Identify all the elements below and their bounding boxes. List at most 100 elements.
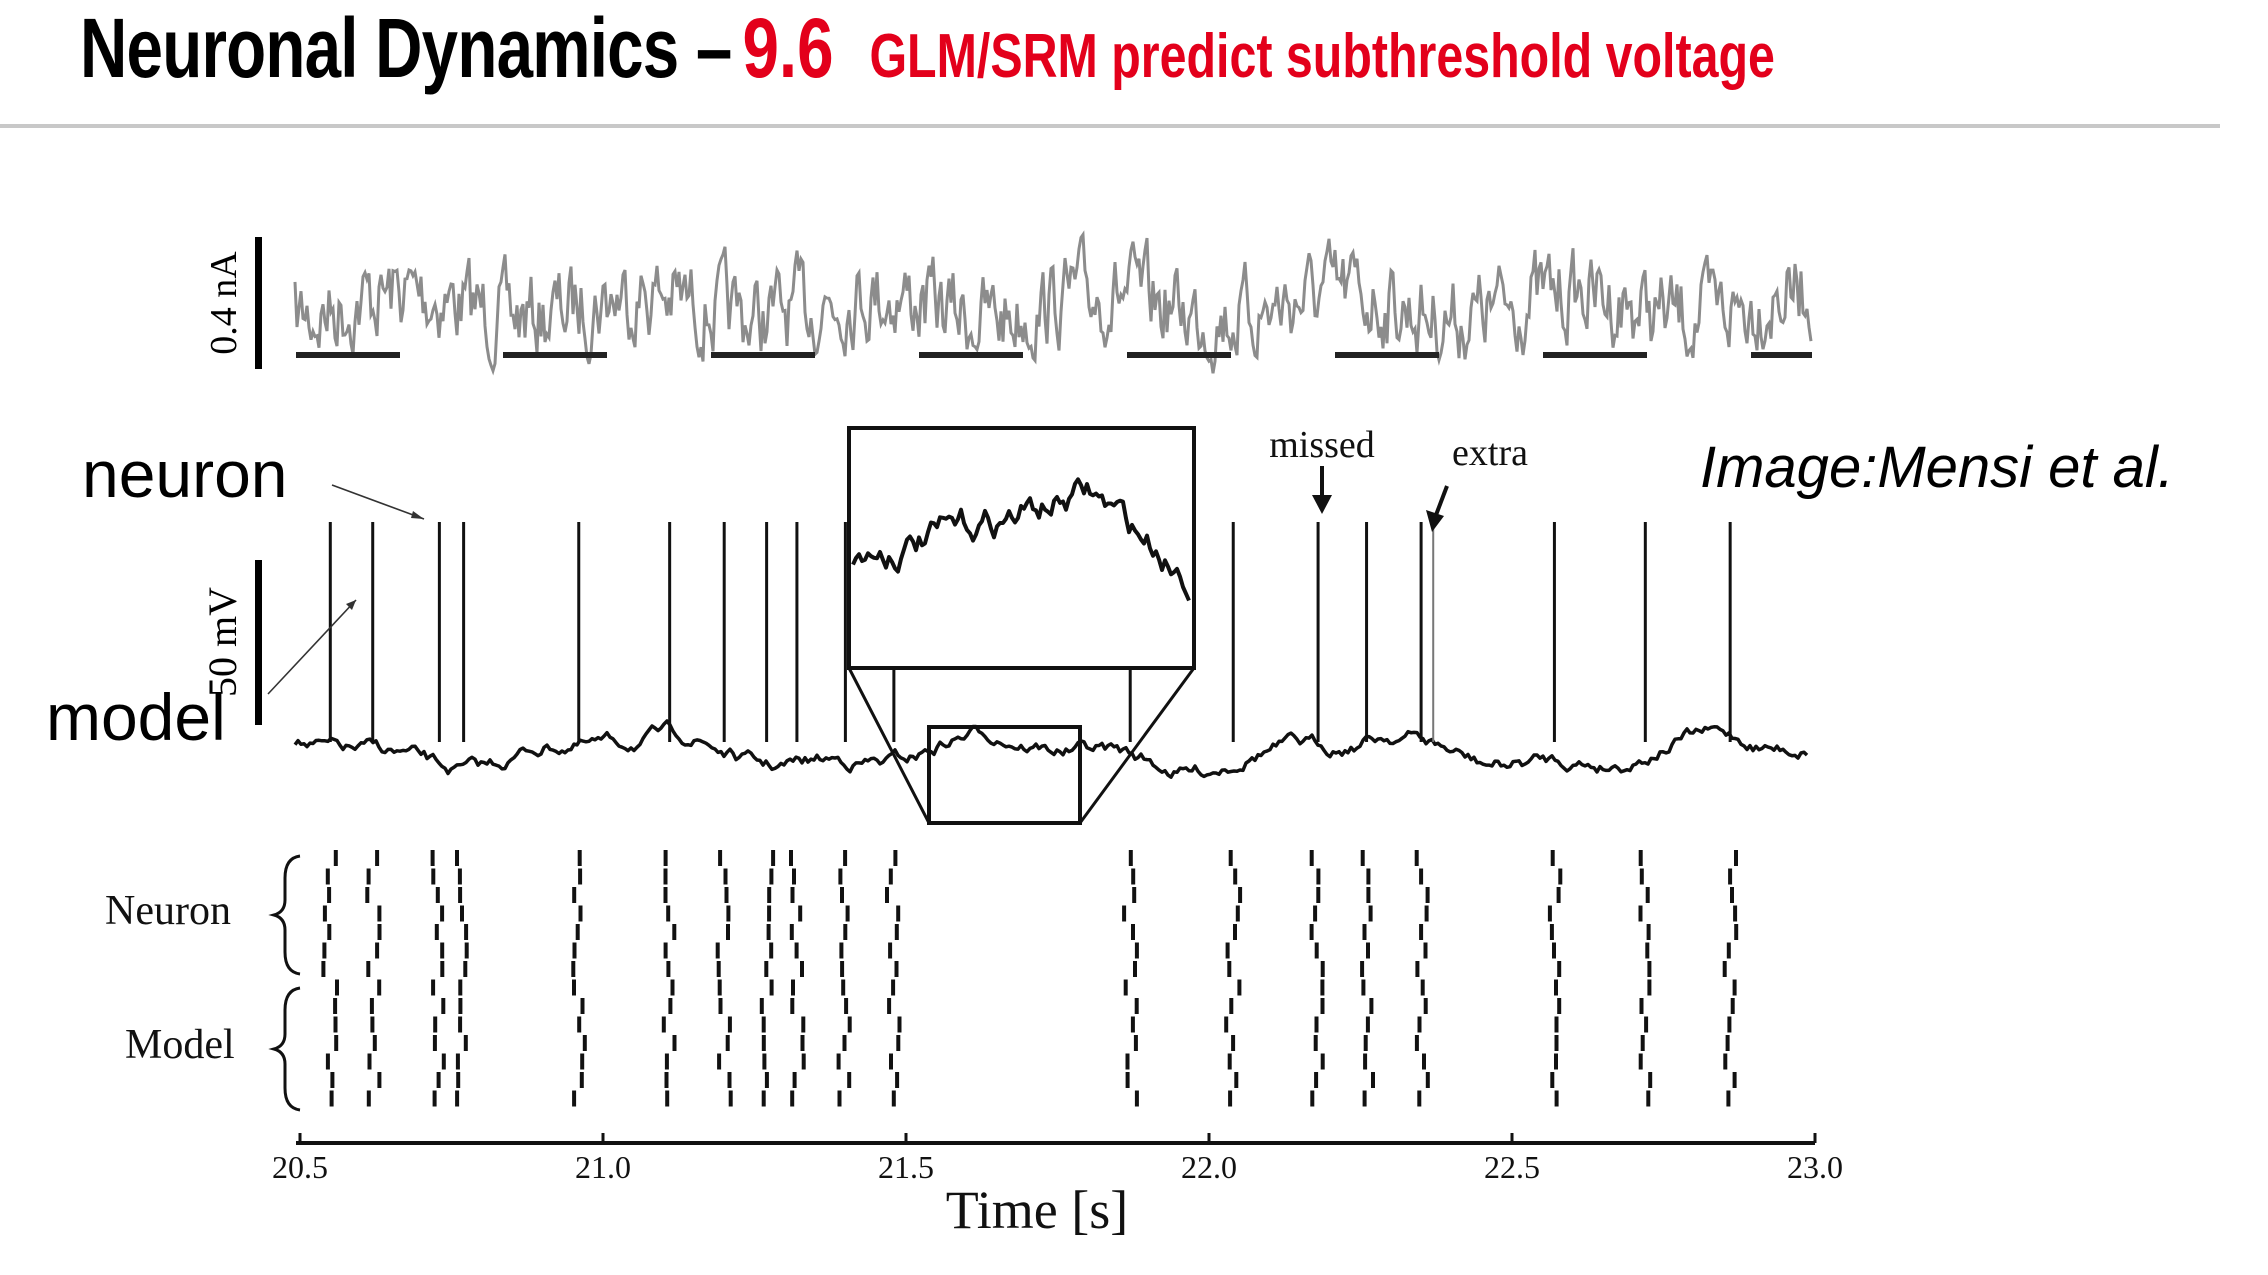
raster-tick [578, 905, 583, 922]
raster-tick [888, 942, 893, 959]
raster-tick [1726, 942, 1731, 959]
raster-tick [377, 924, 382, 940]
raster-tick [1228, 1090, 1233, 1107]
raster-tick [1554, 1053, 1558, 1070]
raster-tick [1638, 850, 1643, 866]
raster-tick [794, 942, 799, 959]
raster-tick [1734, 850, 1738, 866]
raster-tick [663, 942, 668, 959]
raster-tick [1316, 887, 1321, 903]
raster-tick [582, 1035, 587, 1051]
raster-tick [1414, 1035, 1419, 1051]
x-tick-label: 22.0 [1181, 1149, 1237, 1185]
raster-tick [456, 1072, 461, 1088]
raster-tick [718, 850, 723, 866]
raster-tick [1125, 1072, 1130, 1088]
raster-tick [1309, 850, 1314, 866]
x-tick-label: 22.5 [1484, 1149, 1540, 1185]
x-tick-label: 20.5 [272, 1149, 328, 1185]
raster-tick [370, 1016, 375, 1033]
raster-tick [441, 998, 446, 1014]
raster-tick [769, 942, 774, 959]
raster-tick [1366, 868, 1371, 885]
x-tick-label: 21.5 [878, 1149, 934, 1185]
raster-tick [458, 998, 463, 1014]
raster-tick [377, 1072, 382, 1088]
raster-tick [366, 961, 371, 977]
raster-tick [327, 924, 332, 940]
raster-tick [1225, 942, 1230, 959]
zoom-region-box [927, 725, 1082, 825]
raster-tick [1647, 979, 1652, 996]
raster-tick [440, 961, 445, 977]
raster-tick [1133, 1035, 1138, 1051]
raster-tick [891, 979, 896, 996]
extra-label: extra [1452, 432, 1528, 474]
raster-tick [366, 1090, 371, 1107]
raster-tick [761, 1016, 766, 1033]
raster-tick [372, 1035, 377, 1051]
missed-label: missed [1269, 424, 1375, 466]
raster-tick [1234, 1072, 1239, 1088]
raster-tick [837, 1090, 842, 1107]
raster-tick [1227, 1053, 1232, 1070]
raster-tick [580, 1053, 585, 1070]
raster-tick [1235, 905, 1240, 922]
raster-tick [672, 924, 677, 940]
x-axis-label: Time [s] [946, 1180, 1129, 1240]
raster-tick [1313, 1035, 1318, 1051]
raster-tick [1639, 998, 1644, 1014]
raster-tick [571, 961, 576, 977]
current-panel: 0.4 nA [203, 230, 1813, 376]
raster-tick [800, 961, 804, 977]
raster-tick [792, 1072, 797, 1088]
raster-tick [572, 979, 576, 996]
raster-tick [1320, 961, 1325, 977]
voltage-trace [293, 719, 1809, 779]
raster-tick [458, 887, 463, 903]
raster-tick [1554, 1016, 1559, 1033]
input-current-trace [293, 230, 1813, 376]
raster-tick [1415, 961, 1420, 977]
raster-tick [1316, 868, 1321, 885]
raster-tick [1369, 998, 1374, 1014]
raster-tick [801, 1016, 806, 1033]
raster-tick [1314, 942, 1319, 959]
raster-tick [1554, 979, 1558, 996]
raster-tick [435, 887, 440, 903]
raster-tick [718, 998, 723, 1014]
raster-tick [1417, 1016, 1422, 1033]
raster-tick [440, 905, 445, 922]
raster-tick [888, 868, 893, 885]
raster-model-label: Model [125, 1022, 235, 1068]
raster-tick [1131, 868, 1136, 885]
raster-tick [431, 868, 436, 885]
raster-tick [1722, 961, 1727, 977]
current-scale-label: 0.4 nA [203, 251, 245, 355]
raster-tick [1360, 961, 1365, 977]
raster-tick [716, 961, 721, 977]
raster-tick [1732, 979, 1737, 996]
raster-tick [769, 868, 774, 885]
raster-tick [1646, 1090, 1651, 1107]
model-pointer-line [267, 599, 357, 695]
raster-tick [575, 924, 580, 940]
raster-tick [1238, 887, 1243, 903]
raster-tick [436, 1072, 441, 1088]
raster-tick [1645, 942, 1650, 959]
raster-tick [325, 1053, 330, 1070]
raster-tick [1371, 1072, 1375, 1088]
raster-tick [843, 850, 848, 866]
raster-tick [897, 1016, 902, 1033]
raster-tick [1549, 924, 1554, 940]
raster-tick [377, 905, 382, 922]
raster-tick [666, 905, 671, 922]
raster-tick [333, 1016, 338, 1033]
raster-tick [1730, 887, 1734, 903]
raster-tick [327, 887, 332, 903]
raster-tick [441, 1053, 446, 1070]
raster-tick [665, 1090, 670, 1107]
raster-tick [1362, 1090, 1367, 1107]
raster-tick [790, 1090, 795, 1107]
raster-tick [1231, 1035, 1236, 1051]
